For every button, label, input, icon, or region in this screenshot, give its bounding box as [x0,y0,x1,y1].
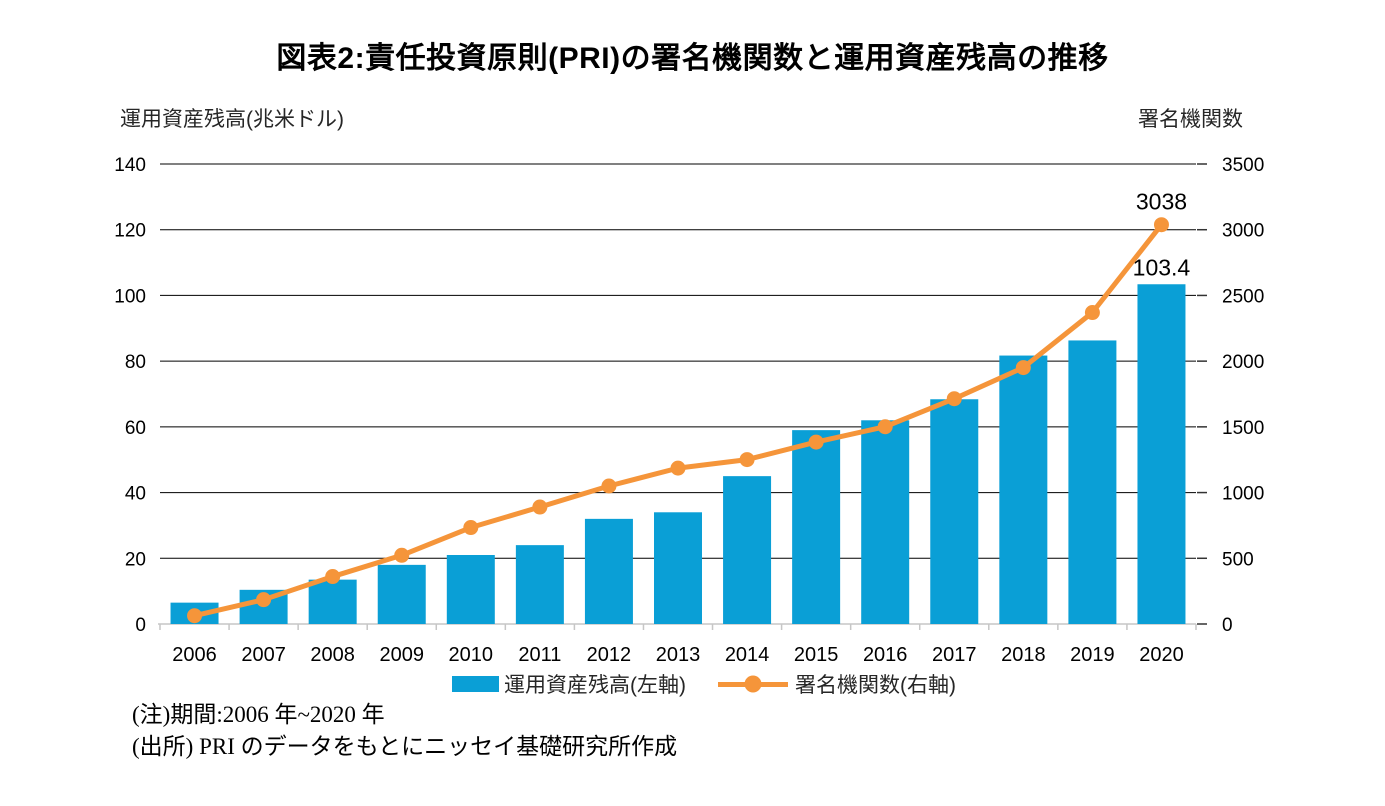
legend-bar-label: 運用資産残高(左軸) [504,674,686,697]
line-point-2011 [532,499,548,515]
line-point-2018 [1015,360,1031,376]
right-axis-tick-label: 0 [1222,615,1233,636]
x-axis-year-label: 2007 [241,644,286,666]
left-axis-tick-label: 120 [114,221,146,242]
note-period: (注)期間:2006 年~2020 年 [132,702,385,727]
left-axis-tick-label: 100 [114,286,146,307]
left-axis-title: 運用資産残高(兆米ドル) [120,108,344,131]
x-axis-year-label: 2013 [656,644,701,666]
legend-line-swatch [718,675,788,693]
bar-2016 [861,420,910,624]
legend-line-label: 署名機関数(右軸) [795,674,956,697]
left-axis-tick-label: 80 [125,352,146,373]
bar-2013 [654,512,702,624]
line-point-2009 [394,547,410,563]
line-point-2014 [739,452,755,468]
line-point-2020 [1153,217,1169,233]
legend-bar-swatch [452,676,499,692]
x-axis-year-label: 2016 [863,644,908,666]
line-point-2008 [325,569,341,585]
right-axis-tick-label: 500 [1222,549,1254,570]
x-axis-year-label: 2008 [310,644,355,666]
line-point-2015 [808,434,824,450]
x-axis-year-label: 2018 [1001,644,1046,666]
line-point-2012 [601,478,617,494]
line-point-2017 [946,391,962,407]
note-source: (出所) PRI のデータをもとにニッセイ基礎研究所作成 [132,734,678,759]
x-axis-year-label: 2006 [172,644,217,666]
left-axis-tick-label: 40 [125,484,146,505]
bar-2020 [1137,284,1186,624]
left-axis-tick-label: 60 [125,418,146,439]
bar-2009 [377,564,426,624]
bar-2018 [999,355,1048,624]
legend-line-marker-icon [744,675,762,693]
bar-2015 [792,430,841,624]
legend: 運用資産残高(左軸) 署名機関数(右軸) [452,669,956,699]
bar-2017 [930,399,979,624]
right-axis-tick-label: 3000 [1222,221,1264,242]
line-point-2016 [877,419,893,435]
right-axis-tick-label: 1000 [1222,484,1264,505]
chart-title: 図表2:責任投資原則(PRI)の署名機関数と運用資産残高の推移 [276,42,1109,75]
left-axis-tick-label: 20 [125,549,146,570]
x-axis-year-label: 2012 [587,644,632,666]
x-axis-year-label: 2009 [379,644,424,666]
x-axis-year-label: 2010 [449,644,494,666]
line-point-2007 [256,592,272,608]
line-point-2013 [670,460,686,476]
bar-2011 [515,545,564,624]
bar-2010 [446,555,495,624]
right-axis-tick-label: 3500 [1222,155,1264,176]
line-point-2019 [1084,305,1100,321]
data-label-103.4: 103.4 [1133,254,1191,280]
left-axis-tick-label: 140 [114,155,146,176]
right-axis-title: 署名機関数 [1138,108,1243,131]
right-axis-tick-label: 2500 [1222,286,1264,307]
x-axis-year-label: 2015 [794,644,839,666]
x-axis-year-label: 2017 [932,644,977,666]
right-axis-tick-label: 1500 [1222,418,1264,439]
chart-notes: (注)期間:2006 年~2020 年 (出所) PRI のデータをもとにニッセ… [132,699,677,763]
x-axis-year-label: 2011 [518,644,561,666]
x-axis-year-label: 2019 [1070,644,1115,666]
left-axis-tick-label: 0 [135,615,146,636]
bar-2008 [308,579,357,624]
right-axis-tick-label: 2000 [1222,352,1264,373]
bar-2012 [584,518,633,624]
line-point-2010 [463,520,479,536]
bar-2014 [723,476,772,624]
bar-2019 [1068,340,1117,624]
x-axis-year-label: 2020 [1139,644,1184,666]
x-axis-year-label: 2014 [725,644,770,666]
data-label-3038: 3038 [1136,189,1187,215]
line-point-2006 [187,608,203,624]
